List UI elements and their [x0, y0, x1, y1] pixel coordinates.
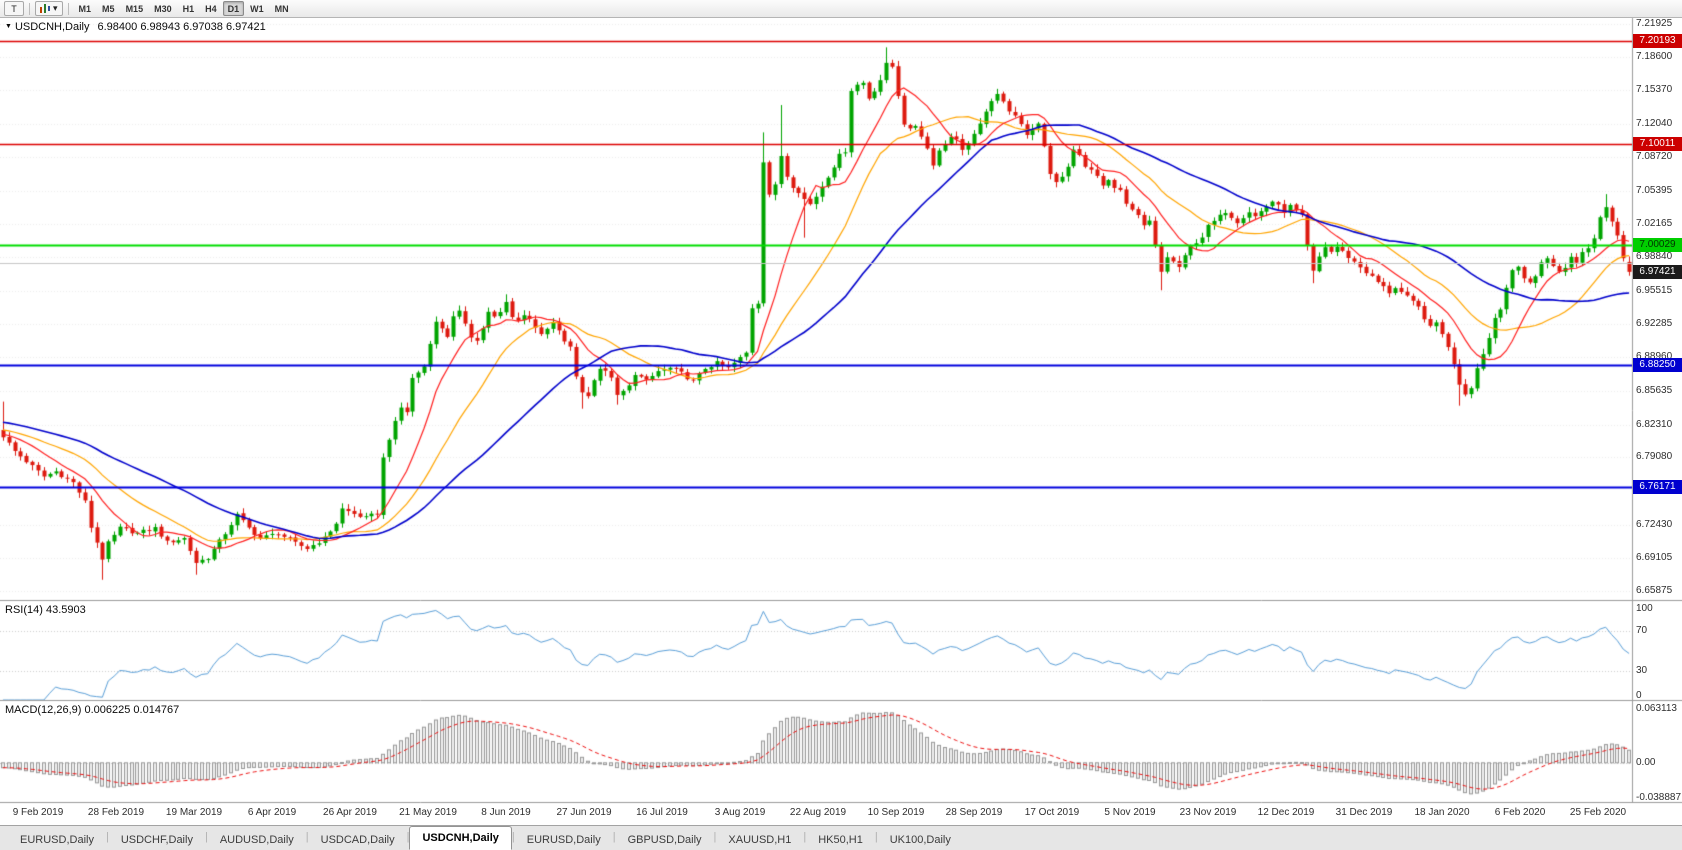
price-axis-label: 6.69105: [1636, 552, 1673, 563]
date-axis-label: 27 Jun 2019: [556, 807, 612, 818]
date-axis-label: 26 Apr 2019: [323, 807, 377, 818]
rsi-axis-label: 100: [1636, 603, 1653, 614]
chart-tab-usdchf-1[interactable]: USDCHF,Daily: [120, 833, 193, 846]
date-axis-label: 12 Dec 2019: [1257, 807, 1315, 818]
price-axis-label: 7.08720: [1636, 151, 1673, 162]
chart-tab-hk50-8[interactable]: HK50,H1: [818, 833, 863, 846]
chart-tab-gbpusd-6[interactable]: GBPUSD,Daily: [627, 833, 702, 846]
macd-axis-label: 0.00: [1636, 757, 1656, 768]
date-axis-label: 5 Nov 2019: [1104, 807, 1156, 818]
price-badge-7.10011: 7.10011: [1633, 137, 1682, 151]
tool-t-icon: T: [11, 3, 17, 14]
chart-tool-button[interactable]: T: [4, 1, 24, 16]
chart-tab-usdcad-3[interactable]: USDCAD,Daily: [320, 833, 395, 846]
tab-separator: |: [612, 831, 616, 843]
date-axis-label: 28 Feb 2019: [87, 807, 145, 818]
price-axis-label: 7.18600: [1636, 51, 1673, 62]
chart-tab-eurusd-0[interactable]: EURUSD,Daily: [20, 833, 94, 846]
chart-tab-eurusd-5[interactable]: EURUSD,Daily: [526, 833, 601, 846]
timeframe-button-w1[interactable]: W1: [250, 3, 264, 14]
price-axis-label: 6.85635: [1636, 385, 1673, 396]
timeframe-button-m30[interactable]: M30: [154, 3, 172, 14]
date-axis-label: 10 Sep 2019: [867, 807, 925, 818]
chart-ohlc-values: 6.98400 6.98943 6.97038 6.97421: [97, 21, 266, 33]
toolbar-separator: [67, 2, 69, 15]
price-badge-6.88250: 6.88250: [1633, 358, 1682, 372]
price-axis-label: 7.02165: [1636, 218, 1673, 229]
rsi-axis-label: 0: [1636, 690, 1642, 701]
chart-tab-usdcnh-4[interactable]: USDCNH,Daily: [409, 826, 512, 850]
indicators-dropdown-button[interactable]: ▾: [35, 1, 63, 16]
chart-tab-xauusd-7[interactable]: XAUUSD,H1: [728, 833, 792, 846]
date-axis-label: 25 Feb 2020: [1569, 807, 1627, 818]
price-axis-label: 6.72430: [1636, 519, 1673, 530]
symbol-marker-icon: ▼: [5, 23, 12, 30]
date-axis-label: 6 Feb 2020: [1494, 807, 1546, 818]
price-axis-label: 6.65875: [1636, 585, 1673, 596]
date-axis-label: 31 Dec 2019: [1335, 807, 1393, 818]
dropdown-arrow-icon: ▾: [53, 3, 58, 13]
chart-symbol-period: USDCNH,Daily: [14, 21, 90, 33]
price-badge-6.97421: 6.97421: [1633, 265, 1682, 279]
price-axis-label: 6.92285: [1636, 318, 1673, 329]
date-axis-label: 16 Jul 2019: [636, 807, 688, 818]
rsi-axis-label: 70: [1636, 625, 1648, 636]
chart-tab-bar: EURUSD,Daily | USDCHF,Daily | AUDUSD,Daily | U…: [0, 825, 1682, 850]
timeframe-button-m1[interactable]: M1: [78, 3, 92, 14]
timeframe-button-h1[interactable]: H1: [182, 3, 195, 14]
macd-indicator-label: MACD(12,26,9) 0.006225 0.014767: [5, 704, 180, 716]
date-axis-label: 9 Feb 2019: [12, 807, 64, 818]
date-axis-label: 28 Sep 2019: [945, 807, 1003, 818]
chart-title: ▼ USDCNH,Daily 6.98400 6.98943 6.97038 6.9…: [5, 21, 266, 33]
tab-separator: |: [713, 831, 717, 843]
price-axis-label: 7.21925: [1636, 18, 1673, 29]
timeframe-button-d1[interactable]: D1: [222, 1, 245, 16]
price-axis-label: 7.15370: [1636, 84, 1673, 95]
price-axis-label: 6.88960: [1636, 351, 1673, 362]
toolbar-separator: [29, 2, 30, 15]
price-axis-label: 6.95515: [1636, 285, 1673, 296]
tab-separator: |: [204, 831, 208, 843]
chart-tab-uk100-9[interactable]: UK100,Daily: [889, 833, 951, 846]
tab-separator: |: [874, 831, 878, 843]
price-axis-label: 6.98840: [1636, 251, 1673, 262]
price-badge-7.20193: 7.20193: [1633, 34, 1682, 48]
timeframe-button-m5[interactable]: M5: [102, 3, 115, 14]
price-axis-label: 6.79080: [1636, 451, 1673, 462]
tab-separator: |: [105, 831, 109, 843]
date-axis-label: 22 Aug 2019: [789, 807, 847, 818]
rsi-indicator-label: RSI(14) 43.5903: [5, 604, 86, 616]
price-badge-6.76171: 6.76171: [1633, 480, 1682, 494]
date-axis-label: 23 Nov 2019: [1179, 807, 1237, 818]
rsi-axis-label: 30: [1636, 665, 1648, 676]
date-axis-label: 6 Apr 2019: [247, 807, 297, 818]
tab-separator: |: [511, 831, 515, 843]
date-axis-label: 17 Oct 2019: [1024, 807, 1080, 818]
macd-axis-label: 0.063113: [1636, 703, 1677, 714]
timeframe-button-m15[interactable]: M15: [125, 3, 144, 14]
date-axis-label: 3 Aug 2019: [714, 807, 766, 818]
timeframe-button-h4[interactable]: H4: [205, 3, 217, 14]
timeframe-group: M1 M5 M15 M30 H1 H4 D1 W1 MN: [74, 1, 294, 16]
timeframe-button-mn[interactable]: MN: [274, 3, 289, 14]
date-axis-label: 18 Jan 2020: [1414, 807, 1470, 818]
date-axis-label: 8 Jun 2019: [481, 807, 531, 818]
date-axis-label: 19 Mar 2019: [165, 807, 223, 818]
top-toolbar: T ▾ M1 M5 M15 M30 H1 H4 D1 W1 MN: [0, 0, 1682, 18]
price-badge-7.00029: 7.00029: [1633, 238, 1682, 252]
date-axis-label: 21 May 2019: [399, 807, 457, 818]
mini-chart-icon: [40, 4, 50, 13]
price-axis-label: 7.05395: [1636, 185, 1673, 196]
chart-tab-audusd-2[interactable]: AUDUSD,Daily: [219, 833, 294, 846]
price-axis-label: 7.12040: [1636, 118, 1673, 129]
tab-separator: |: [305, 831, 309, 843]
macd-axis-label: -0.038887: [1636, 792, 1682, 803]
price-axis-label: 6.82310: [1636, 419, 1673, 430]
tab-separator: |: [803, 831, 807, 843]
tab-separator: |: [406, 831, 410, 843]
